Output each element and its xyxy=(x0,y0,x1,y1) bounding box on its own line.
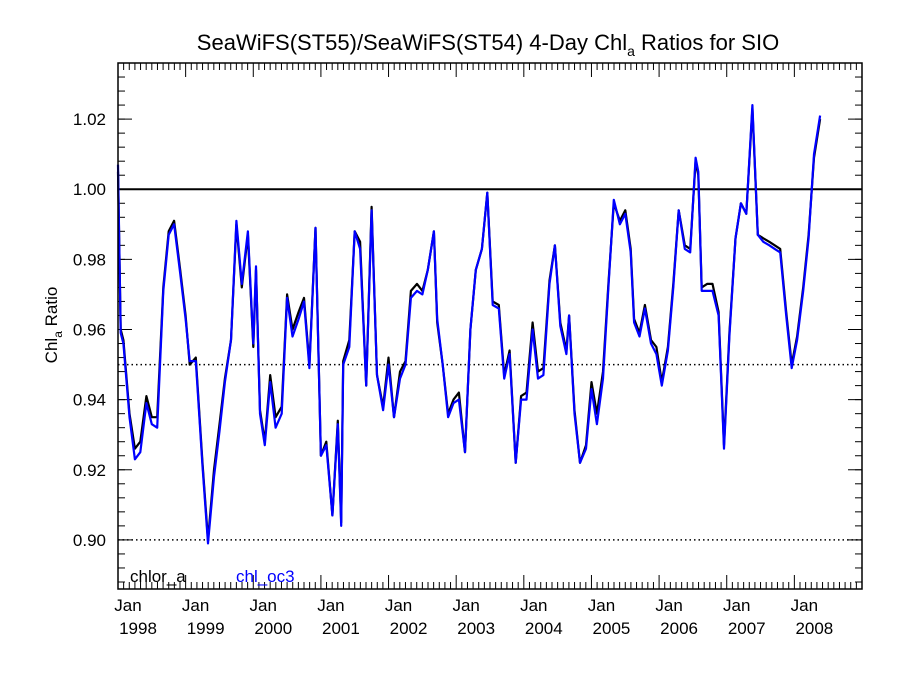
x-tick-month: Jan xyxy=(114,596,141,615)
y-tick-label: 1.00 xyxy=(73,180,106,199)
title-prefix: SeaWiFS(ST55)/SeaWiFS(ST54) 4-Day Chl xyxy=(197,30,627,55)
y-tick-label: 0.96 xyxy=(73,321,106,340)
series-line-chlor_a xyxy=(116,107,822,541)
x-tick-year: 2002 xyxy=(390,619,428,638)
x-tick-year: 2000 xyxy=(254,619,292,638)
y-axis-label: Chla Ratio xyxy=(42,287,65,364)
x-tick-year: 2001 xyxy=(322,619,360,638)
series-line-chl_oc3 xyxy=(116,104,822,545)
chart-title: SeaWiFS(ST55)/SeaWiFS(ST54) 4-Day Chla R… xyxy=(197,30,779,59)
reference-lines xyxy=(118,188,862,541)
axis-ticks xyxy=(117,62,863,589)
plot-frame xyxy=(117,62,863,590)
title-suffix: Ratios for SIO xyxy=(635,30,779,55)
legend-chl-oc3: chl_oc3 xyxy=(236,567,295,586)
x-tick-year: 2005 xyxy=(593,619,631,638)
x-tick-year: 2004 xyxy=(525,619,563,638)
x-tick-month: Jan xyxy=(317,596,344,615)
y-tick-label: 0.92 xyxy=(73,461,106,480)
data-series xyxy=(116,104,822,545)
x-tick-month: Jan xyxy=(385,596,412,615)
y-tick-label: 0.98 xyxy=(73,250,106,269)
x-tick-year: 1998 xyxy=(119,619,157,638)
ylabel-suffix: Ratio xyxy=(42,287,61,331)
ylabel-prefix: Chl xyxy=(42,338,61,364)
x-tick-year: 2008 xyxy=(795,619,833,638)
x-tick-year: 2006 xyxy=(660,619,698,638)
x-tick-year: 2003 xyxy=(457,619,495,638)
x-tick-month: Jan xyxy=(250,596,277,615)
x-tick-month: Jan xyxy=(452,596,479,615)
x-tick-month: Jan xyxy=(588,596,615,615)
x-tick-month: Jan xyxy=(520,596,547,615)
legend-chlor-a: chlor_a xyxy=(130,567,186,586)
x-tick-month: Jan xyxy=(791,596,818,615)
y-tick-label: 0.90 xyxy=(73,531,106,550)
y-tick-label: 0.94 xyxy=(73,391,106,410)
x-tick-year: 2007 xyxy=(728,619,766,638)
title-subscript: a xyxy=(627,43,635,59)
x-tick-year: 1999 xyxy=(187,619,225,638)
y-tick-label: 1.02 xyxy=(73,110,106,129)
x-tick-month: Jan xyxy=(655,596,682,615)
x-tick-month: Jan xyxy=(723,596,750,615)
x-tick-month: Jan xyxy=(182,596,209,615)
ylabel-subscript: a xyxy=(51,331,65,338)
tick-labels: 0.90 0.92 0.94 0.96 0.98 1.00 1.02 Jan 1998 Jan 19… xyxy=(73,110,833,638)
